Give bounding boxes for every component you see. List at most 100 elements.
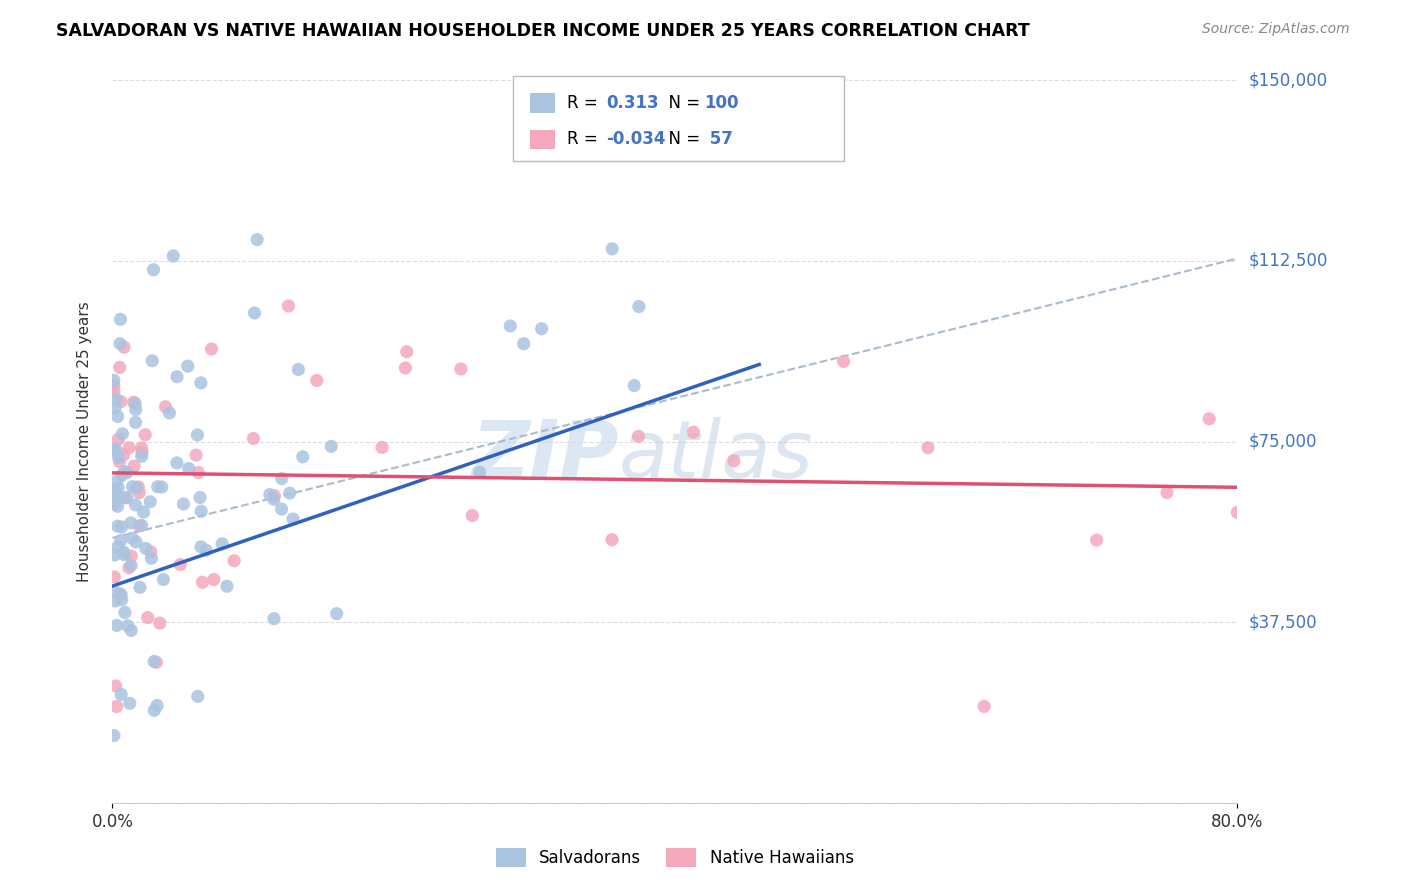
Point [121,531,143,545]
Point [211,537,233,551]
Point [291,450,314,464]
Point [131,445,153,459]
Legend: Salvadorans, Native Hawaiians: Salvadorans, Native Hawaiians [489,841,860,874]
Point [104,679,127,693]
Point [131,441,153,455]
Point [122,395,145,409]
Point [215,579,238,593]
Point [103,483,125,497]
Point [166,369,188,384]
Point [139,545,162,559]
Point [132,505,155,519]
Point [128,519,150,533]
Point [278,486,301,500]
Point [103,729,125,743]
Point [177,461,200,475]
Point [124,396,146,410]
Point [187,690,209,704]
Point [114,606,136,620]
Point [118,561,141,575]
Point [108,360,131,375]
Point [917,441,939,455]
Text: SALVADORAN VS NATIVE HAWAIIAN HOUSEHOLDER INCOME UNDER 25 YEARS CORRELATION CHAR: SALVADORAN VS NATIVE HAWAIIAN HOUSEHOLDE… [56,22,1031,40]
Point [184,448,207,462]
Point [107,409,129,424]
Point [105,486,128,500]
Point [111,520,134,534]
Point [149,616,172,631]
Point [110,533,132,548]
Point [103,379,125,393]
Point [105,474,128,488]
Point [1085,533,1108,548]
Point [120,624,142,638]
Point [105,699,128,714]
Point [395,344,418,359]
Point [110,588,132,602]
Point [143,655,166,669]
Point [146,698,169,713]
Point [1156,485,1178,500]
Point [108,455,131,469]
Point [600,242,623,256]
Text: $150,000: $150,000 [1249,71,1327,89]
Point [124,498,146,512]
Point [141,551,163,566]
Point [110,312,132,326]
Point [112,548,135,562]
Point [107,540,129,554]
Point [450,362,472,376]
Point [122,459,145,474]
Point [973,699,995,714]
Point [104,594,127,608]
Point [111,592,134,607]
Text: 100: 100 [704,94,740,112]
Point [150,480,173,494]
Point [112,545,135,559]
Point [263,492,285,507]
Point [172,497,194,511]
Point [246,233,269,247]
Point [277,299,299,313]
Point [186,428,208,442]
Point [190,540,212,554]
Point [321,439,343,453]
Point [118,441,141,455]
Point [169,558,191,572]
Point [242,432,264,446]
Point [110,687,132,701]
Point [103,489,125,503]
Point [1198,411,1220,425]
Point [108,336,131,351]
Point [108,587,131,601]
Point [270,472,292,486]
Point [125,535,148,549]
Text: ZIP: ZIP [471,417,619,495]
Text: R =: R = [567,94,607,112]
Point [159,406,181,420]
Point [105,618,128,632]
Text: 0.313: 0.313 [606,94,658,112]
Point [190,504,212,518]
Text: 57: 57 [704,130,734,148]
Point [832,354,855,368]
Point [135,541,157,556]
Point [125,402,148,417]
Point [115,466,138,480]
Point [461,508,484,523]
Point [287,362,309,376]
Point [103,548,125,562]
Point [107,519,129,533]
Point [155,400,177,414]
Point [103,442,125,456]
Point [623,378,645,392]
Point [200,342,222,356]
Text: atlas: atlas [619,417,814,495]
Point [263,612,285,626]
Point [270,502,292,516]
Text: -0.034: -0.034 [606,130,665,148]
Y-axis label: Householder Income Under 25 years: Householder Income Under 25 years [77,301,91,582]
Point [243,306,266,320]
Point [190,376,212,390]
Point [146,480,169,494]
